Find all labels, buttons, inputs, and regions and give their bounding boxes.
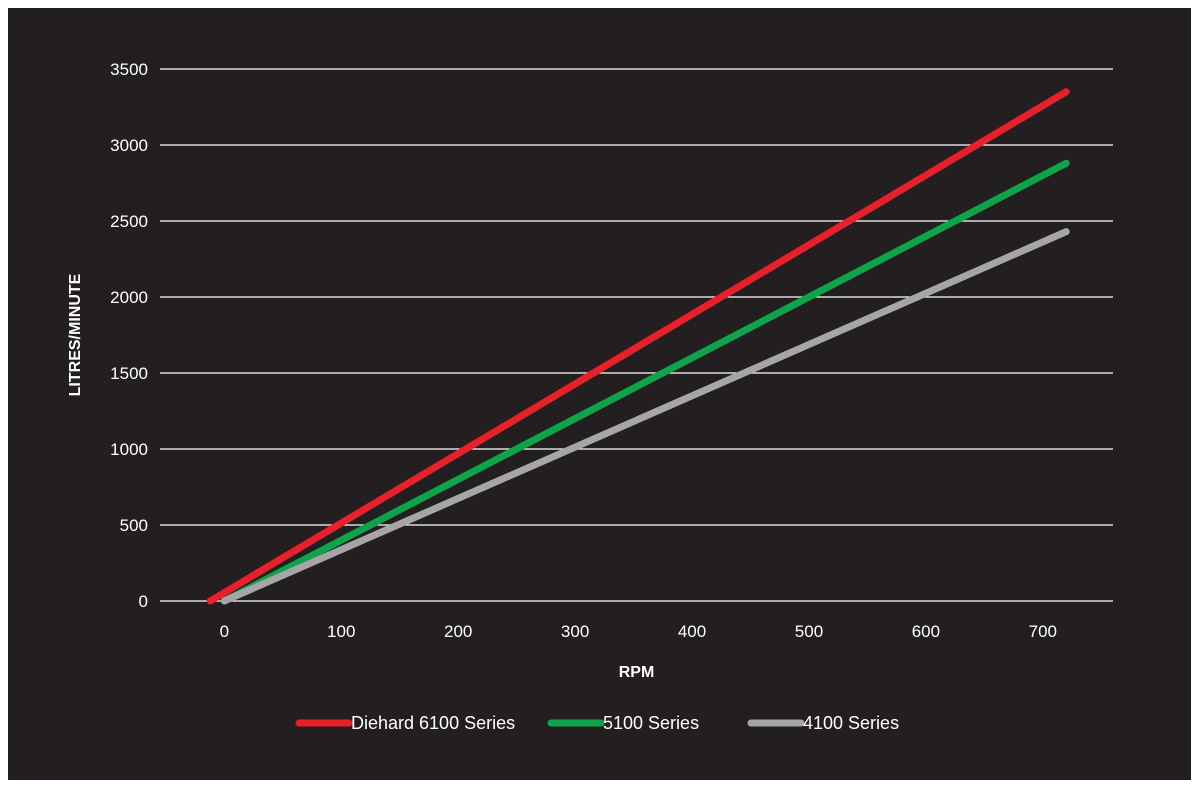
x-tick-label: 200 [444, 622, 472, 641]
y-axis-title: LITRES/MINUTE [67, 273, 84, 396]
chart-panel: 0 500 1000 1500 2000 2500 3000 3500 0 100 200 300 4… [8, 8, 1191, 780]
y-tick-label: 0 [139, 592, 148, 611]
x-tick-label: 300 [561, 622, 589, 641]
x-tick-label: 600 [912, 622, 940, 641]
series-line-3 [220, 228, 1070, 605]
y-tick-label: 1500 [110, 364, 148, 383]
y-tick-label: 2500 [110, 212, 148, 231]
y-tick-label: 1000 [110, 440, 148, 459]
legend-item: Diehard 6100 Series [295, 713, 515, 733]
series-line-2 [220, 159, 1070, 605]
line-chart: 0 500 1000 1500 2000 2500 3000 3500 0 100 200 300 4… [67, 60, 1113, 733]
x-tick-label: 500 [795, 622, 823, 641]
legend: Diehard 6100 Series 5100 Series 4100 Serie… [295, 713, 899, 733]
legend-label: 4100 Series [803, 713, 899, 733]
y-tick-label: 3000 [110, 136, 148, 155]
legend-label: Diehard 6100 Series [351, 713, 515, 733]
x-tick-label: 0 [220, 622, 229, 641]
series-line-1 [206, 88, 1070, 605]
legend-item: 4100 Series [747, 713, 899, 733]
y-axis-tick-labels: 0 500 1000 1500 2000 2500 3000 3500 [110, 60, 148, 611]
x-tick-label: 700 [1029, 622, 1057, 641]
y-tick-label: 2000 [110, 288, 148, 307]
y-tick-label: 500 [120, 516, 148, 535]
x-axis-tick-labels: 0 100 200 300 400 500 600 700 [220, 622, 1057, 641]
series-lines [206, 88, 1070, 605]
x-tick-label: 400 [678, 622, 706, 641]
legend-item: 5100 Series [547, 713, 699, 733]
x-tick-label: 100 [327, 622, 355, 641]
legend-label: 5100 Series [603, 713, 699, 733]
gridlines [160, 68, 1113, 602]
y-tick-label: 3500 [110, 60, 148, 79]
x-axis-title: RPM [619, 664, 655, 681]
